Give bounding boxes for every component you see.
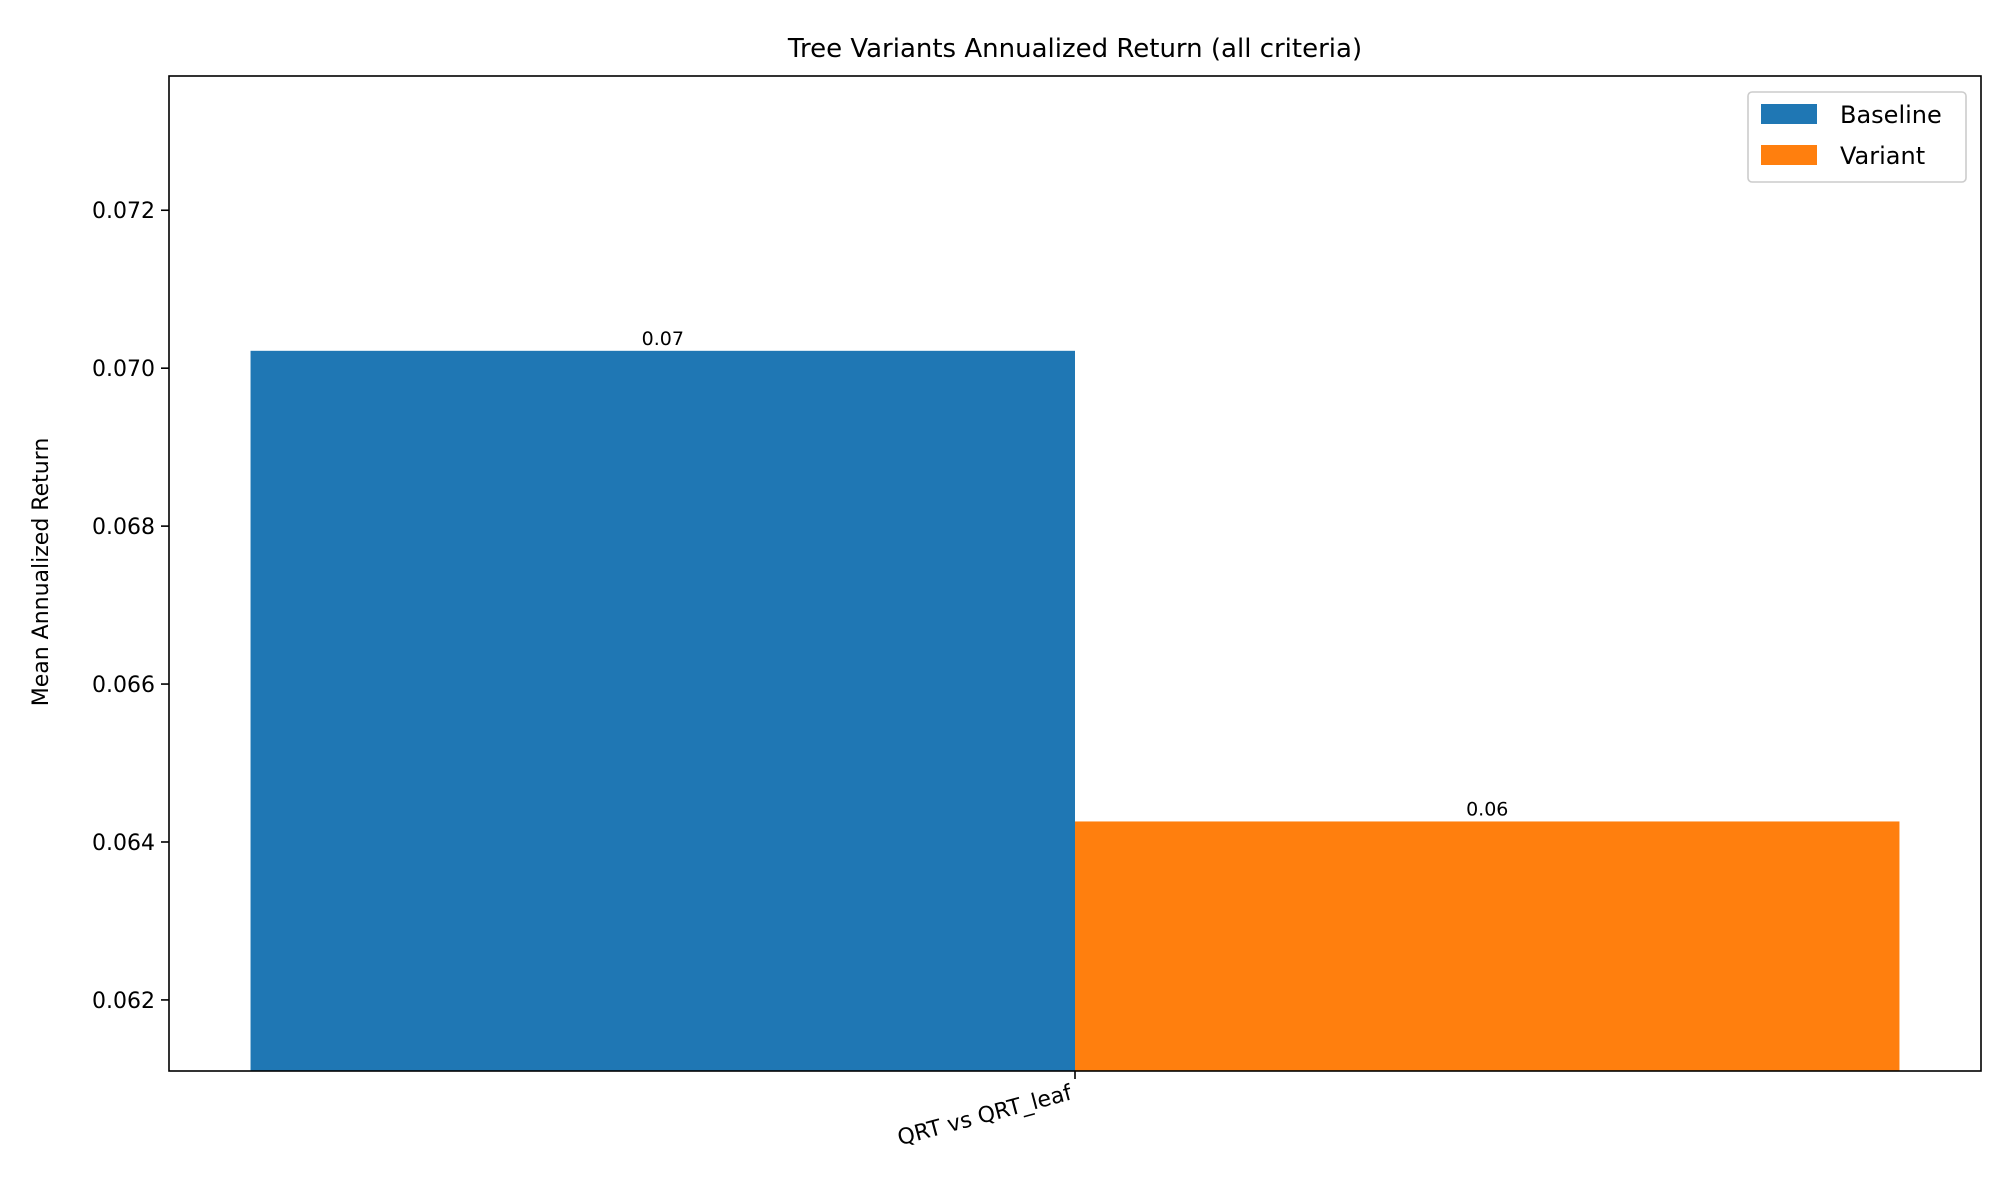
bar-value-label: 0.07: [642, 328, 684, 350]
legend-swatch-baseline: [1761, 104, 1817, 124]
y-axis-ticks: 0.062 0.064 0.066 0.068 0.070 0.072: [92, 199, 169, 1014]
y-tick-label: 0.064: [92, 831, 155, 856]
chart-title: Tree Variants Annualized Return (all cri…: [787, 34, 1362, 64]
x-axis-ticks: QRT vs QRT_leaf: [895, 1071, 1076, 1151]
y-axis-label: Mean Annualized Return: [29, 438, 54, 707]
y-tick-label: 0.070: [92, 357, 155, 382]
legend-label: Variant: [1840, 142, 1925, 170]
bar-value-label: 0.06: [1466, 798, 1508, 820]
legend-label: Baseline: [1840, 101, 1942, 129]
bars-layer: [250, 350, 1900, 1071]
x-tick-label: QRT vs QRT_leaf: [895, 1080, 1076, 1151]
bar-variant: [1075, 821, 1900, 1071]
legend-items: Baseline Variant: [1761, 101, 1942, 170]
y-tick-label: 0.066: [92, 673, 155, 698]
bar-baseline: [250, 350, 1076, 1071]
legend: Baseline Variant: [1747, 91, 1967, 183]
y-tick-label: 0.068: [92, 515, 155, 540]
y-tick-label: 0.062: [92, 989, 155, 1014]
y-tick-label: 0.072: [92, 199, 155, 224]
legend-swatch-variant: [1761, 145, 1817, 165]
bar-labels-layer: 0.07 0.06: [642, 328, 1509, 821]
